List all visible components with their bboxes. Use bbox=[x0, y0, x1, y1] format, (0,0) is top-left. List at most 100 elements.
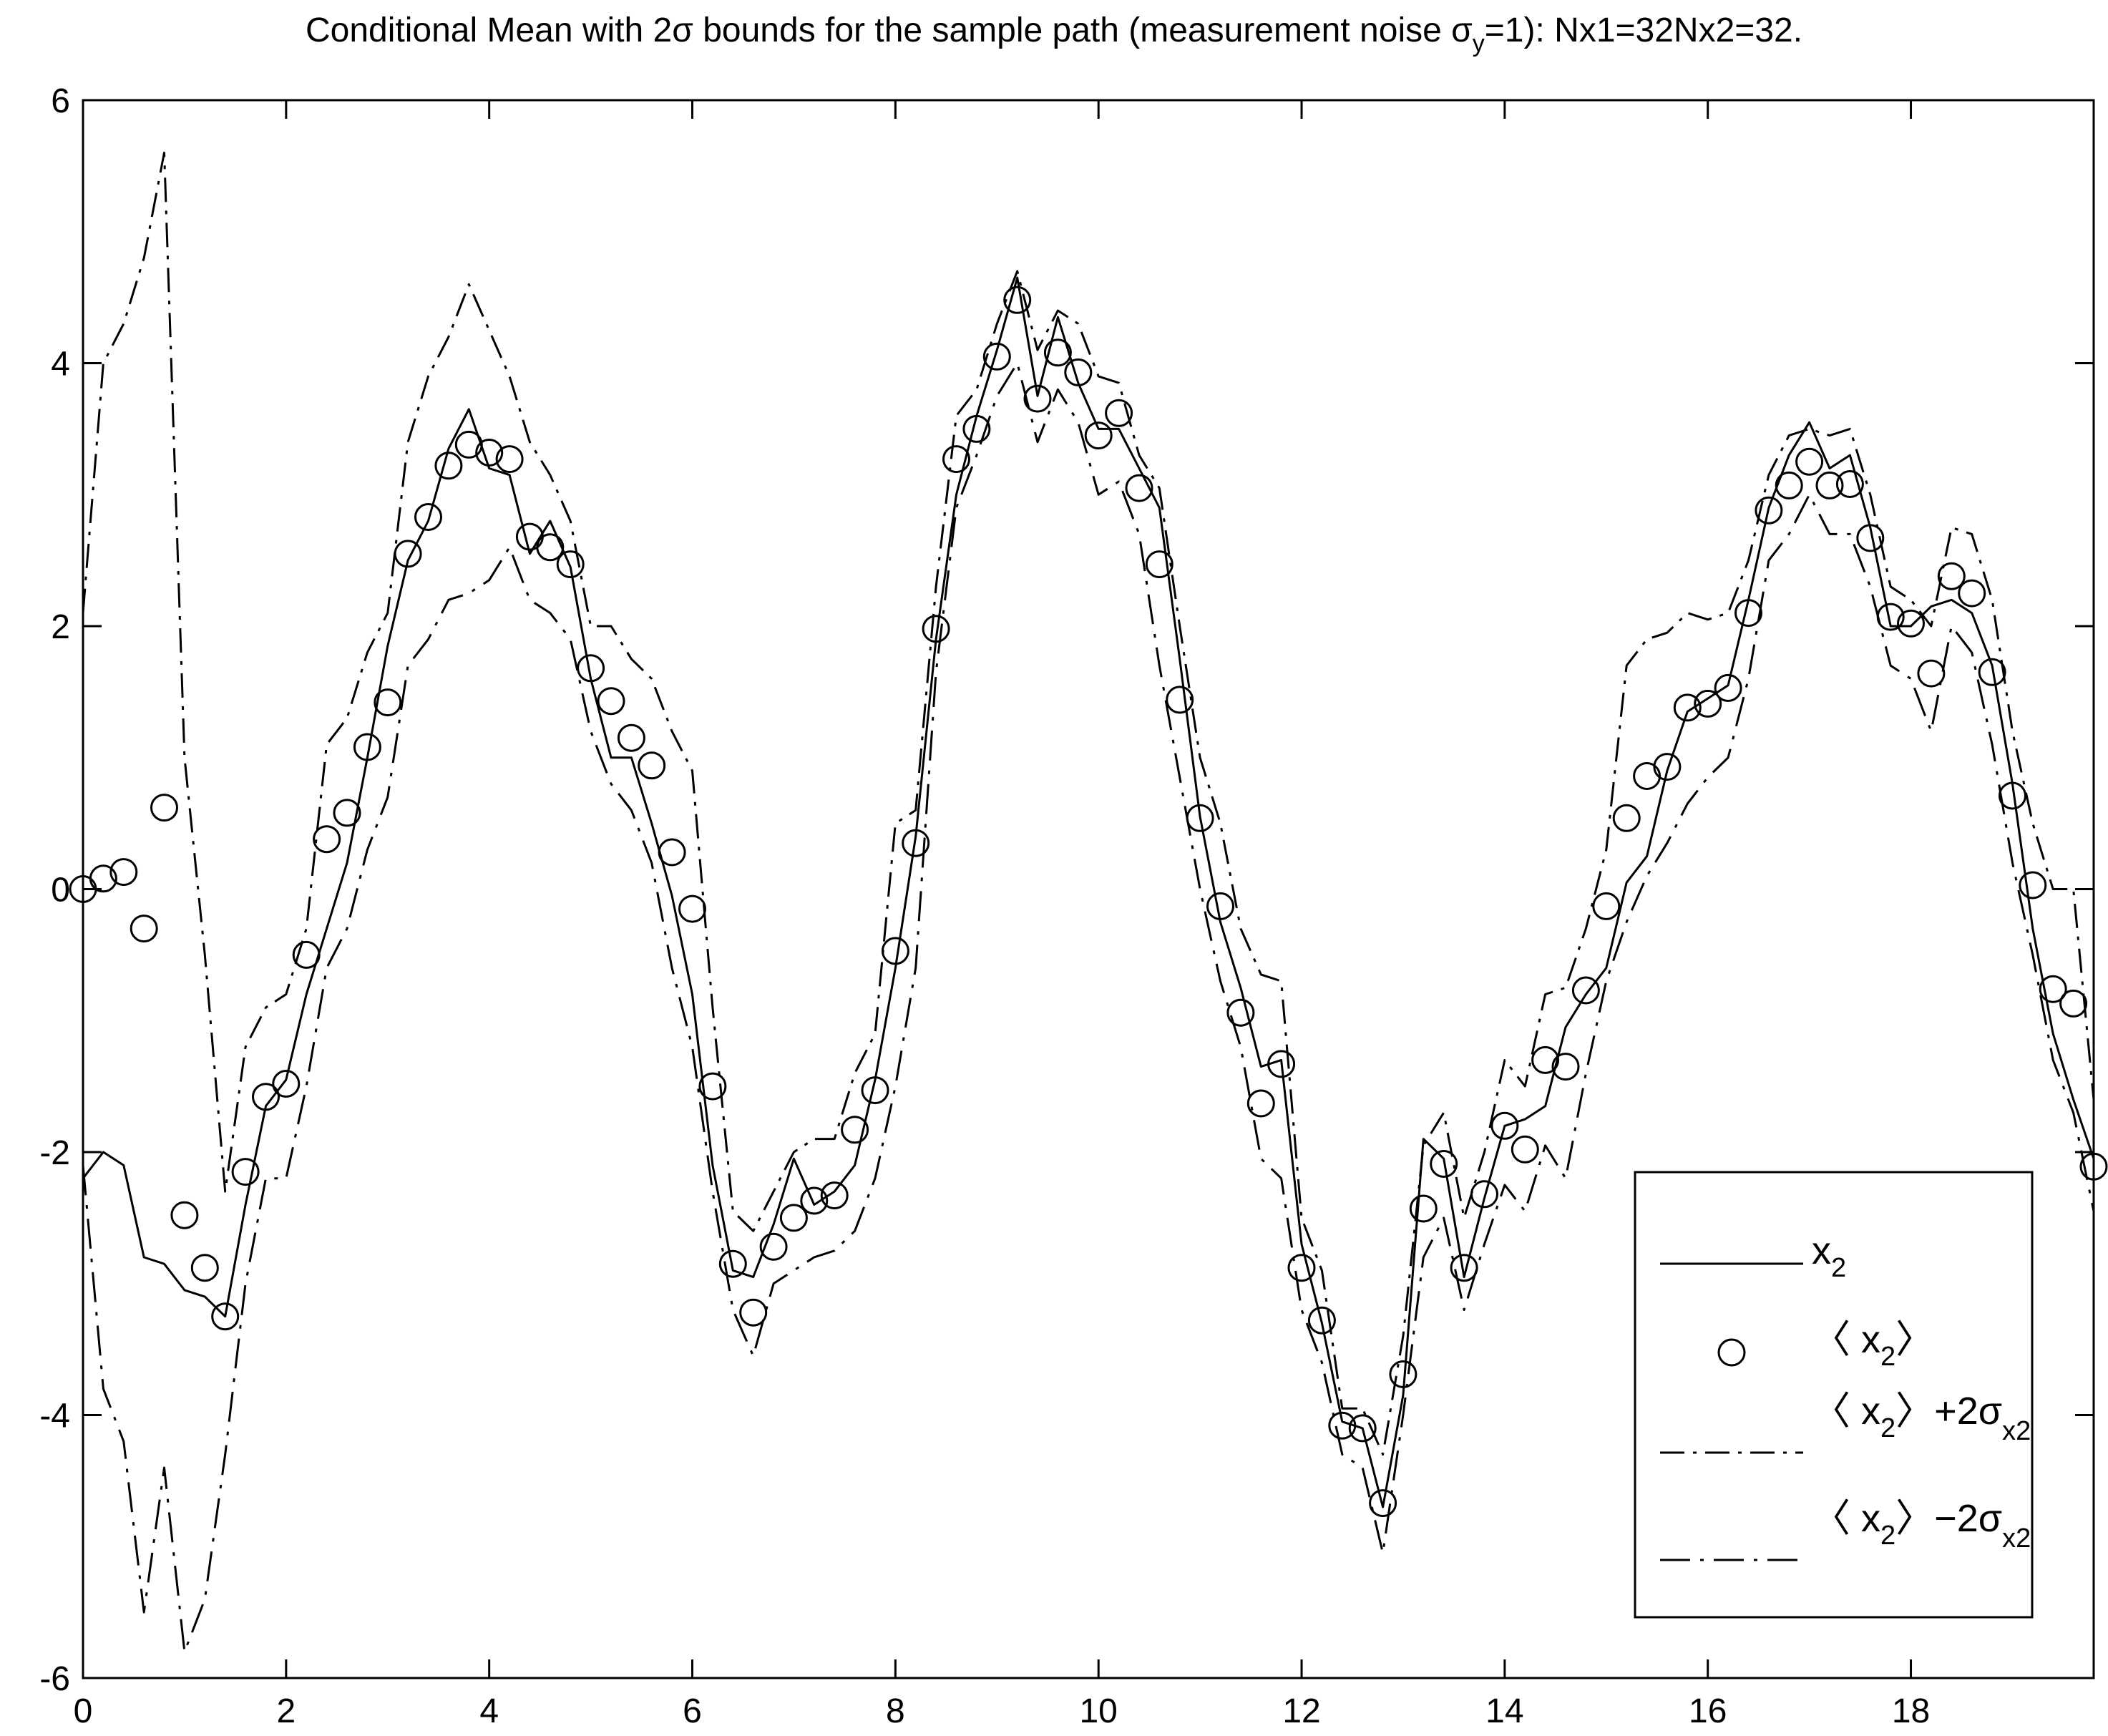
axis-ticks bbox=[82, 99, 2094, 1679]
mean-point bbox=[211, 1302, 240, 1331]
x-tick-label: 0 bbox=[74, 1692, 93, 1730]
mean-point bbox=[638, 751, 666, 780]
mean-point bbox=[1978, 658, 2006, 686]
mean-point bbox=[1246, 1089, 1275, 1118]
legend-label-lower: 〈 x2〉−2σx2 bbox=[1812, 1497, 2031, 1554]
mean-point bbox=[170, 1201, 199, 1229]
mean-point bbox=[881, 937, 909, 965]
x-tick-label: 14 bbox=[1485, 1692, 1523, 1730]
mean-point bbox=[658, 838, 686, 867]
mean-point bbox=[1450, 1254, 1478, 1282]
x-tick-label: 16 bbox=[1689, 1692, 1727, 1730]
series-line-solid bbox=[82, 276, 2095, 1508]
mean-point bbox=[475, 439, 504, 467]
mean-point bbox=[617, 723, 645, 752]
legend-label-x2: x2 bbox=[1812, 1229, 1846, 1283]
mean-point bbox=[353, 733, 381, 761]
y-tick-label: 0 bbox=[51, 872, 70, 910]
mean-point bbox=[820, 1181, 849, 1210]
x-tick-label: 12 bbox=[1282, 1692, 1320, 1730]
mean-point bbox=[1815, 471, 1844, 499]
series-layer bbox=[69, 152, 2108, 1653]
mean-point bbox=[1287, 1254, 1316, 1282]
mean-point bbox=[1734, 599, 1762, 628]
mean-point bbox=[2059, 989, 2088, 1018]
mean-point bbox=[1633, 762, 1661, 790]
x-tick-label: 8 bbox=[886, 1692, 905, 1730]
x-tick-label: 6 bbox=[683, 1692, 702, 1730]
mean-point bbox=[313, 825, 341, 854]
mean-point bbox=[1105, 399, 1133, 427]
mean-point bbox=[1226, 998, 1255, 1027]
mean-point bbox=[252, 1083, 280, 1111]
mean-point bbox=[1369, 1489, 1397, 1518]
mean-point bbox=[1673, 693, 1702, 722]
mean-point bbox=[1856, 524, 1885, 552]
mean-point bbox=[556, 550, 585, 579]
mean-point bbox=[1267, 1050, 1296, 1078]
mean-point bbox=[1470, 1180, 1498, 1209]
y-tick-label: -4 bbox=[39, 1398, 70, 1435]
mean-point bbox=[1571, 976, 1600, 1005]
mean-point bbox=[2039, 975, 2067, 1003]
title-main: Conditional Mean with 2σ bounds for the … bbox=[306, 11, 1473, 49]
mean-point bbox=[962, 414, 991, 443]
title-sub: y bbox=[1473, 30, 1485, 57]
mean-point bbox=[190, 1254, 219, 1282]
mean-point bbox=[942, 445, 970, 474]
mean-point bbox=[1876, 603, 1905, 631]
mean-point bbox=[841, 1116, 869, 1144]
mean-point bbox=[1835, 470, 1864, 498]
mean-point bbox=[1206, 892, 1234, 920]
mean-point bbox=[109, 858, 138, 887]
legend-label-mean: 〈 x2〉 bbox=[1812, 1318, 1934, 1372]
mean-point bbox=[1795, 447, 1824, 476]
mean-point bbox=[861, 1076, 889, 1105]
mean-point bbox=[333, 799, 361, 827]
mean-point bbox=[1755, 496, 1783, 525]
mean-point bbox=[1348, 1414, 1377, 1443]
mean-point bbox=[1714, 673, 1742, 702]
mean-point bbox=[394, 540, 422, 568]
y-tick-labels: -6 -4 -2 0 2 4 6 bbox=[39, 82, 70, 1698]
mean-point bbox=[1917, 659, 1946, 688]
mean-point bbox=[231, 1158, 260, 1186]
legend-label-upper: 〈 x2〉+2σx2 bbox=[1812, 1390, 2031, 1446]
legend-swatch-mean bbox=[1717, 1338, 1746, 1367]
mean-point bbox=[1430, 1150, 1458, 1178]
mean-point bbox=[922, 615, 950, 643]
y-tick-label: -2 bbox=[39, 1134, 70, 1172]
y-tick-label: -6 bbox=[39, 1660, 70, 1698]
mean-point bbox=[414, 503, 442, 531]
x-tick-label: 18 bbox=[1892, 1692, 1930, 1730]
mean-point bbox=[536, 533, 565, 562]
mean-point bbox=[1307, 1306, 1336, 1335]
mean-point bbox=[2019, 871, 2047, 899]
mean-point bbox=[495, 445, 524, 474]
mean-point bbox=[1897, 609, 1925, 638]
mean-point bbox=[1125, 474, 1153, 502]
mean-point bbox=[597, 687, 625, 716]
mean-point bbox=[1064, 358, 1093, 386]
x-tick-label: 4 bbox=[479, 1692, 499, 1730]
mean-point bbox=[1653, 753, 1682, 781]
mean-point bbox=[434, 452, 463, 480]
mean-point bbox=[1694, 689, 1722, 718]
title-rest: =1): Nx1=32Nx2=32. bbox=[1485, 11, 1802, 49]
y-tick-label: 4 bbox=[51, 346, 70, 384]
mean-point bbox=[1531, 1045, 1560, 1074]
mean-point bbox=[779, 1204, 808, 1232]
mean-point bbox=[678, 894, 706, 923]
mean-point bbox=[130, 915, 158, 943]
legend: x2 〈 x2〉 〈 x2〉+2σx2 〈 x2〉−2σx2 bbox=[1634, 1171, 2034, 1619]
mean-point bbox=[1592, 892, 1621, 920]
mean-point bbox=[718, 1249, 747, 1278]
mean-point bbox=[1490, 1111, 1519, 1140]
y-tick-label: 6 bbox=[51, 82, 70, 120]
mean-point bbox=[982, 342, 1011, 371]
mean-point bbox=[1511, 1135, 1539, 1164]
mean-point bbox=[1999, 781, 2026, 810]
mean-point bbox=[1775, 471, 1803, 499]
mean-point bbox=[2079, 1152, 2108, 1181]
mean-point bbox=[800, 1186, 829, 1215]
